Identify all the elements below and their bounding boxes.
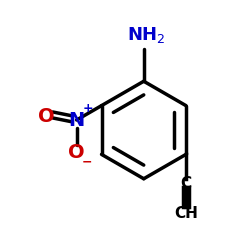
Text: O: O xyxy=(38,107,55,126)
Text: N: N xyxy=(68,110,85,130)
Text: CH: CH xyxy=(174,206,198,220)
Text: +: + xyxy=(82,102,93,115)
Text: −: − xyxy=(82,156,92,169)
Text: NH$_2$: NH$_2$ xyxy=(127,25,166,45)
Text: O: O xyxy=(68,143,85,162)
Text: C: C xyxy=(180,176,192,190)
